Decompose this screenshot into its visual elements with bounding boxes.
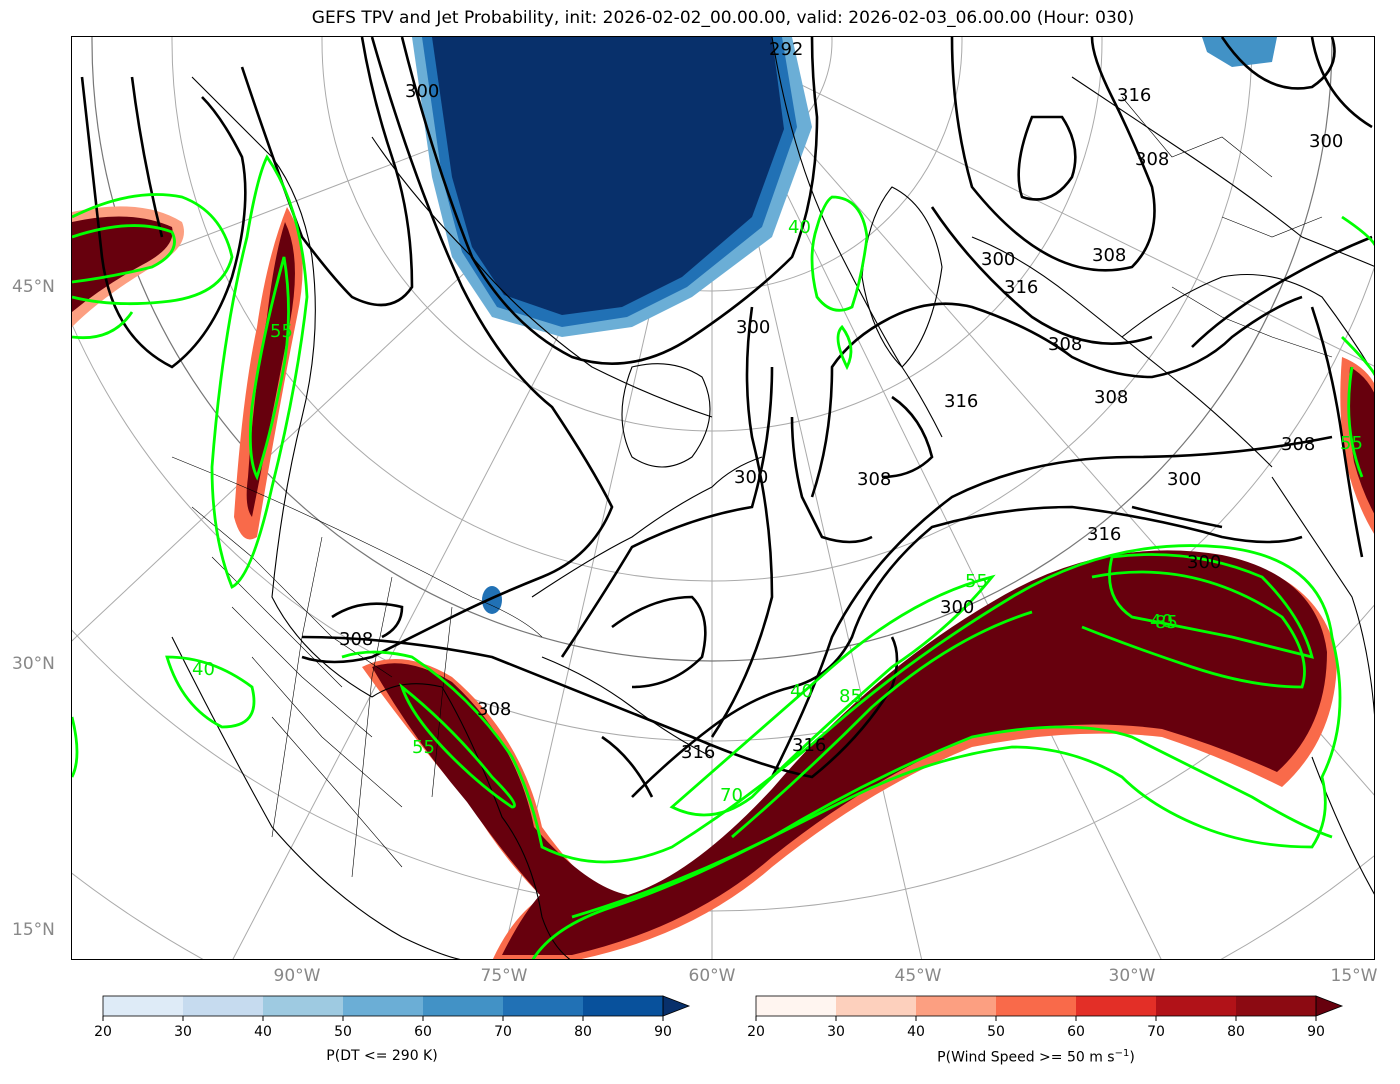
theta-contour-label: 300	[981, 249, 1016, 270]
jet-contour-label: 70	[720, 785, 743, 806]
jet-contour-label: 55	[965, 571, 988, 592]
theta-contour-label: 292	[769, 39, 804, 60]
dt-colorbar-label: P(DT <= 290 K)	[326, 1048, 438, 1064]
wind-colorbar-segment	[1076, 996, 1156, 1016]
jet-contours	[72, 154, 1374, 959]
theta-contour-label: 308	[1135, 149, 1170, 170]
jet-contour-label: 40	[788, 217, 811, 238]
wind-colorbar-tick-label: 40	[907, 1024, 925, 1040]
theta-contour-label: 300	[940, 597, 975, 618]
wind-colorbar-tick-label: 80	[1227, 1024, 1245, 1040]
dt-colorbar-tick-label: 30	[174, 1024, 192, 1040]
theta-contour-label: 308	[1048, 334, 1083, 355]
lon-label-60w: 60°W	[688, 966, 736, 986]
dt-colorbar-extend	[662, 995, 691, 1017]
wind-colorbar-label: P(Wind Speed >= 50 m s−1)	[937, 1048, 1135, 1066]
dt-colorbar-segment	[103, 996, 183, 1016]
wind-colorbar-tick-label: 50	[987, 1024, 1005, 1040]
theta-contour-label: 308	[1094, 387, 1129, 408]
wind-colorbar-tick-label: 70	[1147, 1024, 1165, 1040]
wind-colorbar-svg: 20 30 40 50 60 70 80 90	[747, 995, 1344, 1040]
map-svg	[72, 37, 1374, 959]
dt-colorbar-border	[102, 995, 664, 1017]
dt-colorbar-segment	[503, 996, 583, 1016]
theta-contour-label: 316	[1087, 524, 1122, 545]
map-panel: 292 316 308 300 300 308 316 300 308 300 300 308 300 3…	[71, 36, 1375, 960]
wind-colorbar-segment	[1236, 996, 1316, 1016]
jet-contour-label: 40	[790, 681, 813, 702]
theta-contour-label: 316	[944, 391, 979, 412]
wind-colorbar-segment	[996, 996, 1076, 1016]
wind-colorbar-extend	[1315, 995, 1344, 1017]
theta-contour-label: 308	[1281, 434, 1316, 455]
dt-colorbar-segment	[423, 996, 503, 1016]
theta-contour-label: 316	[1117, 85, 1152, 106]
jet-contour-label: 55	[412, 737, 435, 758]
jet-contour-label: 40	[192, 659, 215, 680]
lon-label-75w: 75°W	[480, 966, 528, 986]
dt-colorbar-tick-label: 20	[95, 1024, 112, 1040]
theta-contour-label: 308	[1092, 245, 1127, 266]
wind-colorbar-tick-label: 30	[827, 1024, 845, 1040]
jet-contour-label: 85	[839, 686, 862, 707]
wind-colorbar-tick-label: 20	[748, 1024, 765, 1040]
lat-label-15n: 15°N	[12, 920, 55, 940]
wind-colorbar-tick-label: 60	[1067, 1024, 1085, 1040]
dt-colorbar: 20 30 40 50 60 70 80 90	[94, 990, 715, 1050]
theta-contour-label: 308	[857, 469, 892, 490]
theta-contour-label: 300	[736, 317, 771, 338]
dt-colorbar-tick-label: 50	[334, 1024, 352, 1040]
dt-colorbar-segment	[343, 996, 423, 1016]
theta-contour-label: 300	[1167, 469, 1202, 490]
wind-colorbar: 20 30 40 50 60 70 80 90	[747, 990, 1368, 1050]
dt-colorbar-svg: 20 30 40 50 60 70 80 90	[94, 995, 691, 1040]
theta-contour-label: 308	[339, 629, 374, 650]
dt-colorbar-segment	[183, 996, 263, 1016]
dt-colorbar-tick-label: 60	[414, 1024, 432, 1040]
theta-contour-label: 316	[792, 735, 827, 756]
theta-contour-label: 300	[734, 467, 769, 488]
wind-colorbar-label-end: )	[1129, 1049, 1135, 1066]
dt-colorbar-tick-label: 80	[574, 1024, 592, 1040]
lon-label-45w: 45°W	[894, 966, 942, 986]
tpv-probability-field	[412, 37, 1277, 614]
lon-label-30w: 30°W	[1108, 966, 1156, 986]
jet-contour-label: 55	[1340, 433, 1363, 454]
wind-colorbar-border	[755, 995, 1317, 1017]
dt-colorbar-segment	[263, 996, 343, 1016]
lat-label-45n: 45°N	[12, 277, 55, 297]
jet-contour-label: 85	[1155, 612, 1178, 633]
dt-colorbar-tick-label: 70	[494, 1024, 512, 1040]
map-title: GEFS TPV and Jet Probability, init: 2026…	[311, 8, 1135, 28]
theta-contour-label: 300	[405, 81, 440, 102]
theta-contour-label: 300	[1187, 552, 1222, 573]
wind-colorbar-segment	[756, 996, 836, 1016]
jet-contour-label: 55	[270, 321, 293, 342]
theta-contour-label: 316	[681, 742, 716, 763]
wind-colorbar-segment	[836, 996, 916, 1016]
theta-contour-label: 316	[1004, 277, 1039, 298]
theta-contours	[80, 37, 1373, 798]
wind-colorbar-tick-label: 90	[1307, 1024, 1325, 1040]
theta-contour-label: 308	[477, 699, 512, 720]
wind-colorbar-label-sup: −1	[1114, 1048, 1130, 1059]
lon-label-15w: 15°W	[1330, 966, 1378, 986]
dt-colorbar-tick-label: 40	[254, 1024, 272, 1040]
dt-colorbar-tick-label: 90	[654, 1024, 672, 1040]
lat-label-30n: 30°N	[12, 654, 55, 674]
wind-colorbar-segment	[916, 996, 996, 1016]
theta-contour-label: 300	[1309, 131, 1344, 152]
lon-label-90w: 90°W	[273, 966, 321, 986]
dt-colorbar-segment	[583, 996, 663, 1016]
wind-colorbar-segment	[1156, 996, 1236, 1016]
jet-contour-label: 40	[1150, 611, 1173, 632]
wind-colorbar-label-main: P(Wind Speed >= 50 m s	[937, 1049, 1115, 1066]
